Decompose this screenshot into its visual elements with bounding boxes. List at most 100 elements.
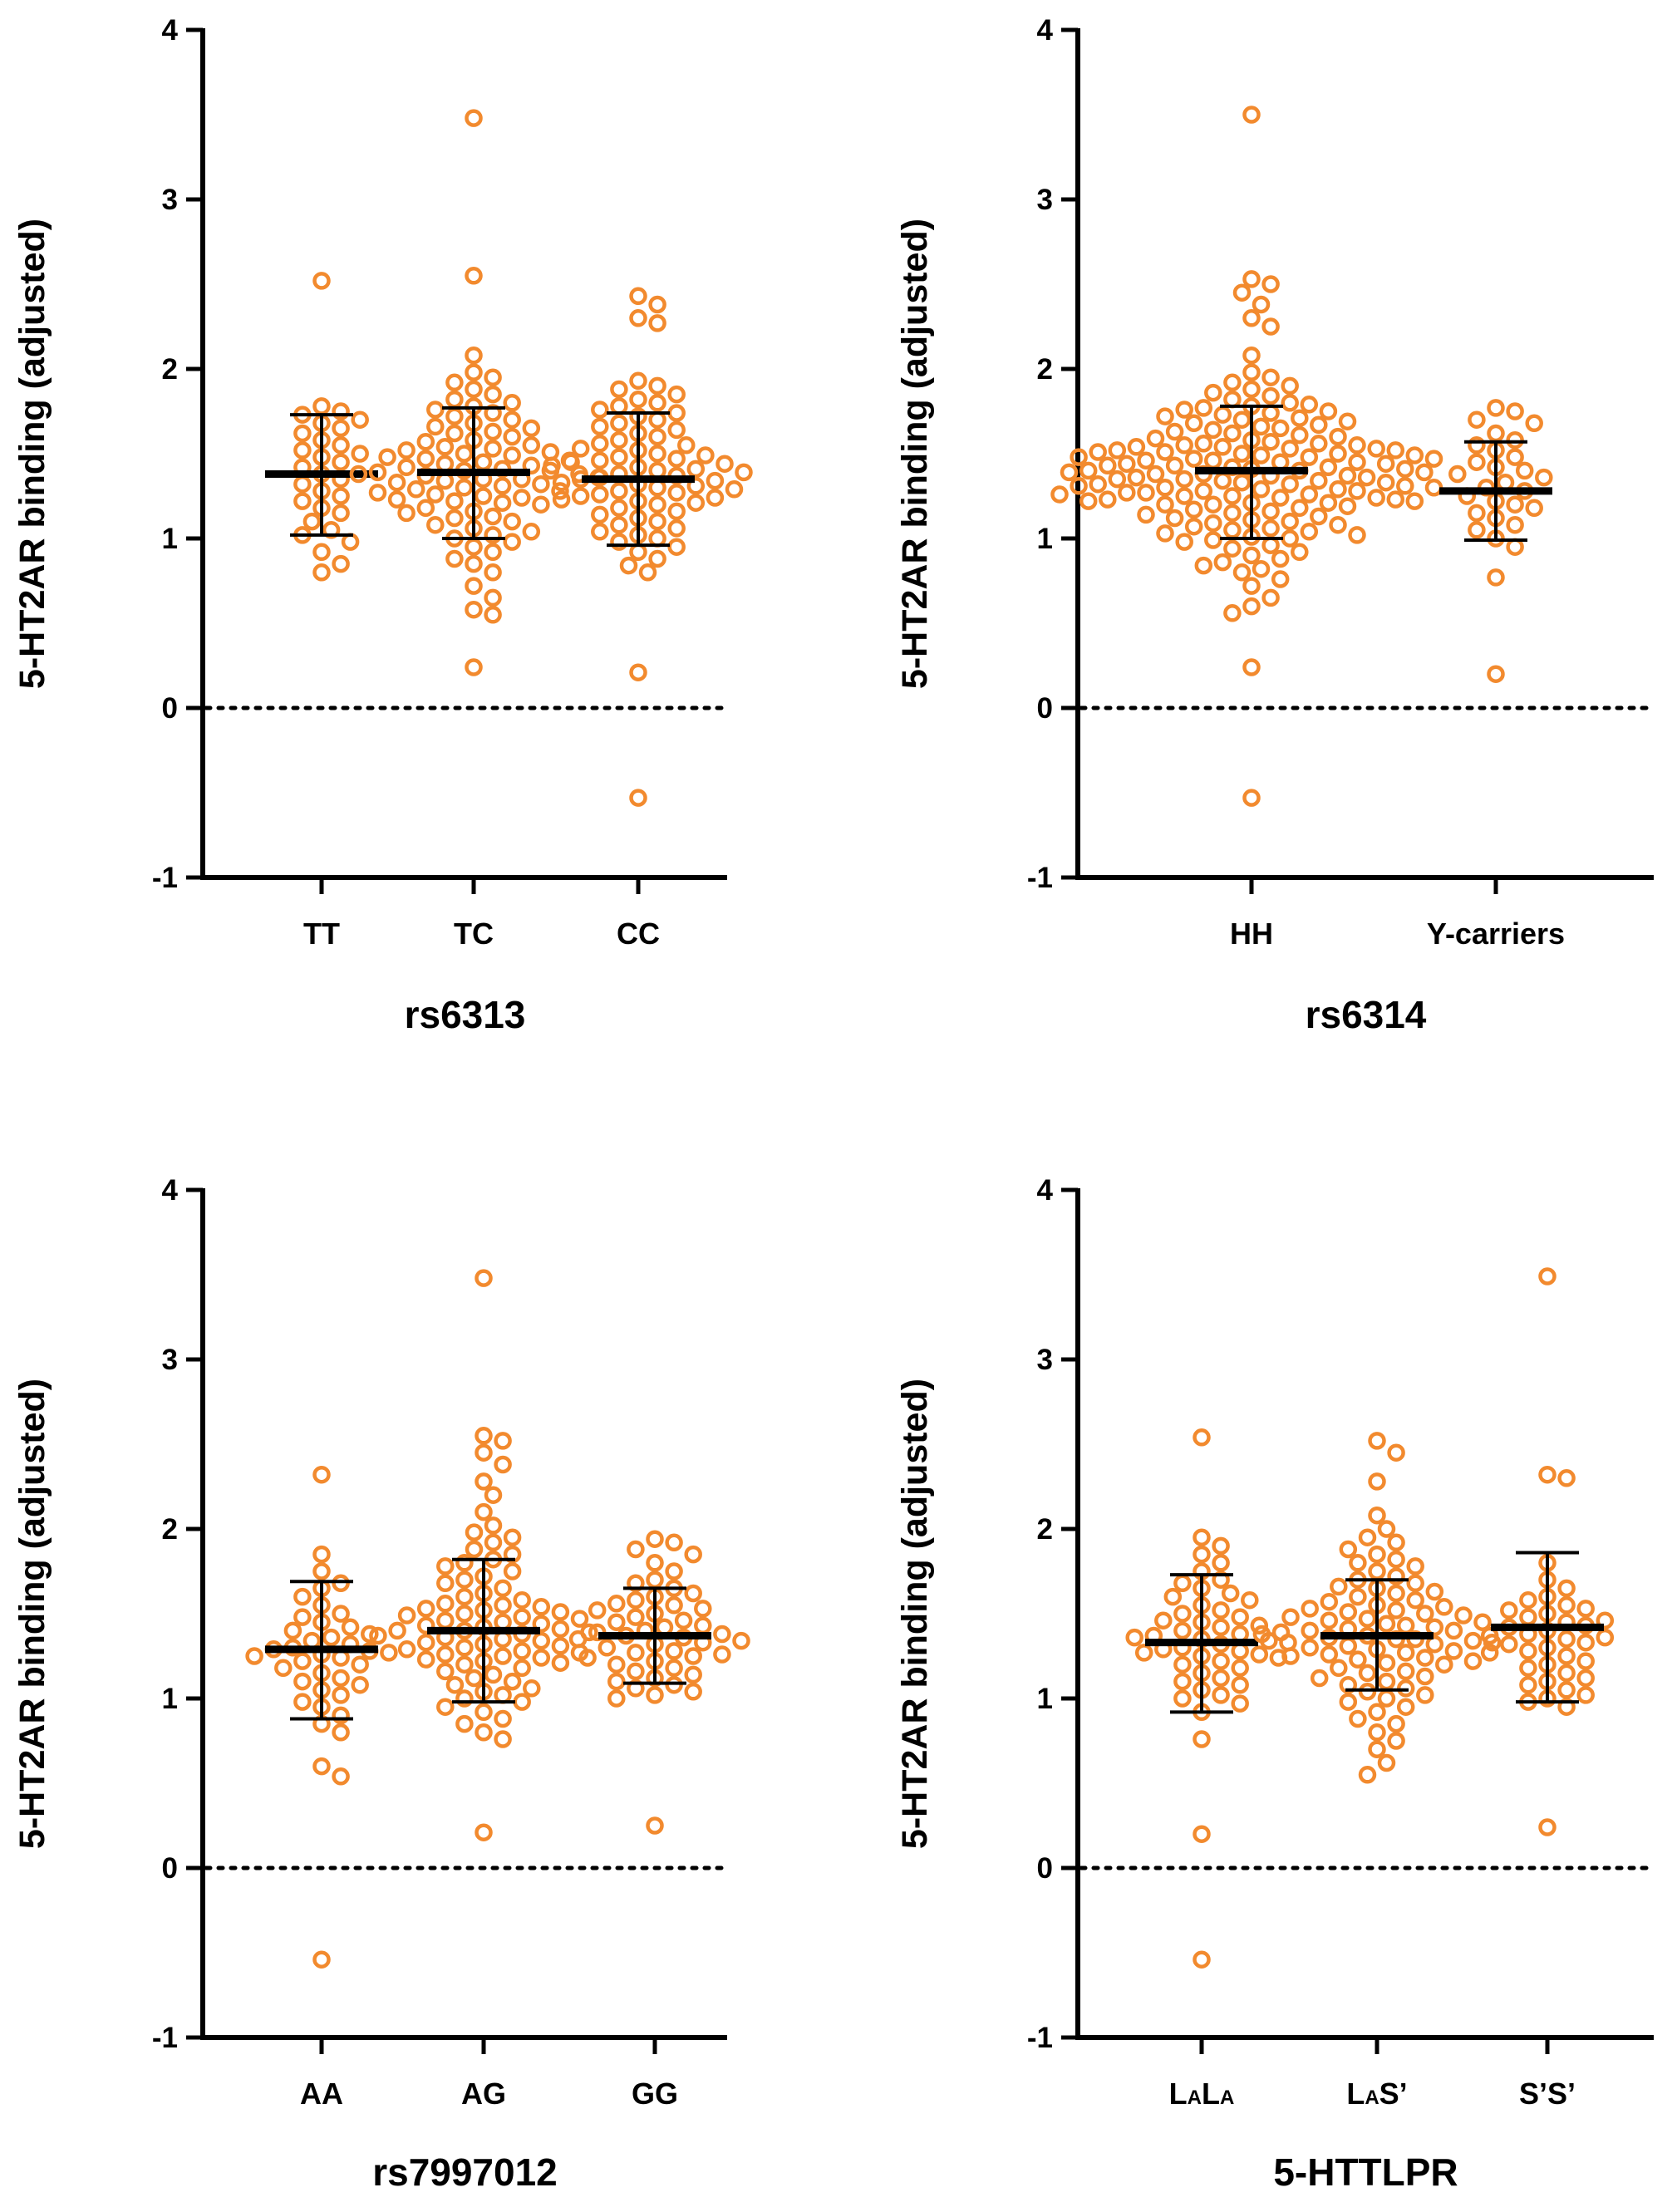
data-point (568, 1630, 588, 1649)
data-point (629, 789, 647, 807)
data-point (1261, 368, 1280, 386)
data-point (445, 390, 464, 409)
data-point (1165, 509, 1184, 528)
data-point (1291, 543, 1309, 562)
data-point (1349, 1554, 1367, 1572)
data-point (1396, 460, 1414, 479)
data-point (503, 394, 521, 412)
y-tick-label: 4 (162, 1174, 179, 1207)
data-point (416, 450, 435, 468)
x-tick-label: TT (303, 917, 340, 951)
data-point (397, 1606, 416, 1625)
data-point (1310, 1669, 1329, 1688)
data-point (648, 376, 666, 396)
data-point (416, 1616, 435, 1635)
data-point (591, 485, 609, 504)
data-point (465, 554, 483, 573)
data-point (1242, 363, 1261, 381)
data-point (1175, 533, 1193, 551)
data-point (283, 1621, 302, 1640)
data-point (1368, 1562, 1386, 1580)
data-point (293, 441, 312, 460)
data-point (312, 1562, 331, 1580)
data-point (332, 453, 350, 471)
data-point (1223, 424, 1242, 443)
data-point (667, 404, 686, 422)
data-point (570, 1610, 589, 1628)
data-point (1368, 1740, 1386, 1758)
y-tick-label: 3 (162, 1344, 178, 1376)
data-point (648, 549, 666, 568)
data-point (610, 499, 628, 518)
data-point (1232, 563, 1252, 582)
data-point (416, 499, 435, 518)
data-point (494, 1647, 512, 1665)
data-point (1281, 1608, 1300, 1626)
data-point (1242, 597, 1261, 616)
data-point (436, 1574, 455, 1593)
data-point (1212, 1652, 1230, 1670)
y-tick-label: 3 (162, 184, 178, 216)
data-point (1221, 1584, 1240, 1603)
data-point (475, 1443, 493, 1462)
data-point (1557, 1647, 1576, 1665)
data-point (475, 1703, 493, 1722)
data-point (551, 1603, 570, 1621)
data-point (1377, 1753, 1396, 1772)
data-point (1377, 1615, 1396, 1633)
data-point (1425, 1634, 1444, 1654)
data-point (351, 1655, 369, 1674)
data-point (627, 1644, 645, 1662)
data-point (1576, 1686, 1595, 1704)
data-point (684, 1584, 702, 1603)
data-point (332, 1706, 350, 1725)
data-point (1281, 512, 1299, 531)
data-point (1500, 1601, 1518, 1620)
data-point (1204, 420, 1222, 440)
data-point (293, 1693, 312, 1711)
data-point (1212, 1554, 1230, 1572)
data-point (1089, 474, 1107, 494)
data-point (1320, 1645, 1339, 1664)
data-point (1405, 492, 1424, 510)
data-point (1223, 504, 1242, 523)
data-point (1387, 1567, 1405, 1585)
data-point (1223, 604, 1242, 622)
data-point (1223, 521, 1242, 539)
data-point (627, 1662, 645, 1681)
data-point (484, 543, 502, 562)
data-point (1154, 1611, 1173, 1630)
data-point (1329, 445, 1347, 463)
data-point (1300, 485, 1319, 504)
data-point (465, 1540, 484, 1559)
data-point (551, 1654, 570, 1672)
data-point (1506, 448, 1524, 466)
data-point (1596, 1611, 1615, 1630)
data-point (1444, 1621, 1463, 1640)
data-point (1319, 494, 1338, 512)
data-point (1175, 469, 1193, 489)
data-point (426, 401, 445, 419)
data-point (1108, 469, 1127, 489)
data-point (1261, 386, 1280, 406)
data-point (426, 485, 445, 504)
data-point (1156, 524, 1174, 543)
data-point (1396, 1616, 1415, 1635)
data-point (1184, 517, 1203, 536)
data-point (522, 456, 541, 475)
data-point (474, 453, 493, 471)
data-point (1271, 1623, 1291, 1642)
data-point (1281, 394, 1299, 412)
data-point (591, 523, 609, 541)
data-point (332, 436, 350, 455)
data-point (591, 435, 609, 453)
data-point (416, 1650, 435, 1669)
data-point (1252, 417, 1271, 436)
data-point (578, 1649, 597, 1667)
data-point (1425, 1618, 1444, 1637)
data-point (591, 401, 609, 419)
data-point (627, 1679, 645, 1698)
data-point (610, 430, 628, 450)
data-point (1232, 473, 1252, 492)
data-point (1223, 373, 1242, 392)
